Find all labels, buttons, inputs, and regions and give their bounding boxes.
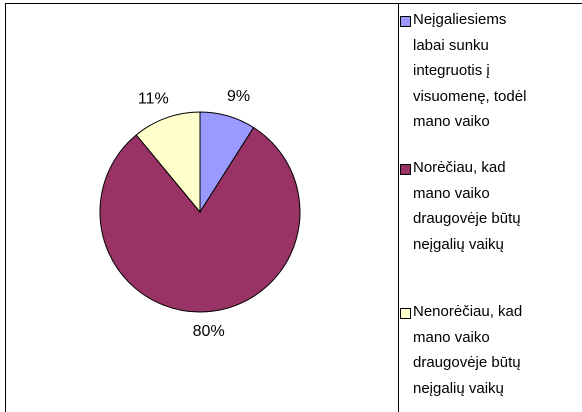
legend-swatch xyxy=(400,308,411,319)
data-label: 80% xyxy=(193,323,225,340)
pie-slice xyxy=(99,126,301,313)
chart-frame xyxy=(5,3,582,412)
data-label: 11% xyxy=(138,90,169,107)
legend-swatch xyxy=(400,164,411,175)
legend-label: Norėčiau, kad mano vaiko draugovėje būtų… xyxy=(413,159,521,253)
data-label: 9% xyxy=(227,88,250,105)
legend-label: Neįgaliesiems labai sunku integruotis į … xyxy=(413,11,527,130)
pie-slice xyxy=(135,111,201,214)
legend-swatch xyxy=(400,16,411,27)
legend-label: Nenorėčiau, kad mano vaiko draugovėje bū… xyxy=(413,303,523,397)
